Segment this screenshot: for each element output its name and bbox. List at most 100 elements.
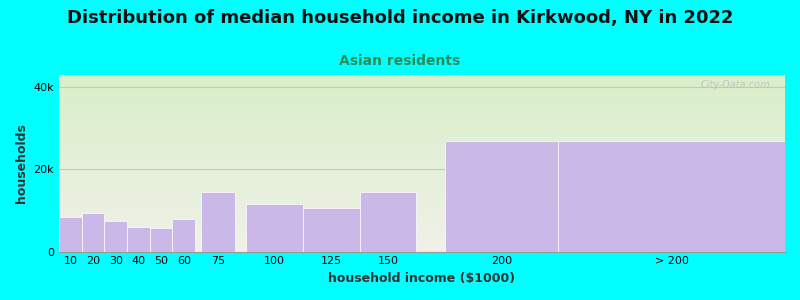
Bar	[59, 207, 785, 209]
Bar	[59, 248, 785, 250]
Bar	[59, 114, 785, 116]
Bar	[127, 227, 150, 252]
Bar	[59, 101, 785, 103]
Bar	[59, 211, 785, 213]
Bar	[59, 82, 785, 84]
Bar	[59, 181, 785, 183]
Y-axis label: households: households	[15, 123, 28, 203]
Bar	[59, 186, 785, 188]
Bar	[59, 172, 785, 174]
Bar	[59, 158, 785, 160]
Bar	[59, 170, 785, 172]
Text: City-Data.com: City-Data.com	[701, 80, 770, 90]
Bar	[59, 176, 785, 177]
Bar	[59, 213, 785, 214]
Bar	[59, 234, 785, 236]
Bar	[173, 219, 195, 252]
Bar	[59, 135, 785, 137]
Bar	[59, 110, 785, 112]
Bar	[59, 191, 785, 193]
Bar	[59, 188, 785, 190]
Bar	[59, 161, 785, 163]
Bar	[59, 80, 785, 82]
Bar	[59, 93, 785, 94]
Bar	[59, 206, 785, 207]
Bar	[59, 204, 785, 206]
Bar	[59, 139, 785, 140]
Bar	[105, 221, 127, 252]
Bar	[201, 192, 235, 252]
Bar	[59, 223, 785, 225]
Bar	[59, 75, 785, 77]
Bar	[59, 229, 785, 230]
Bar	[59, 163, 785, 165]
Bar	[59, 79, 785, 80]
Bar	[59, 112, 785, 114]
Bar	[59, 156, 785, 158]
Bar	[59, 216, 785, 218]
Bar	[59, 147, 785, 149]
Text: Asian residents: Asian residents	[339, 54, 461, 68]
Bar	[59, 146, 785, 147]
Bar	[59, 214, 785, 216]
Bar	[59, 91, 785, 93]
Bar	[59, 193, 785, 195]
Bar	[150, 228, 173, 252]
Bar	[59, 160, 785, 161]
Bar	[59, 103, 785, 105]
Bar	[59, 105, 785, 107]
Bar	[360, 192, 416, 252]
Bar	[59, 199, 785, 200]
Bar	[59, 241, 785, 243]
Bar	[59, 100, 785, 101]
Bar	[59, 131, 785, 133]
Bar	[59, 218, 785, 220]
Bar	[59, 130, 785, 131]
Bar	[59, 98, 785, 100]
Bar	[59, 87, 785, 89]
Bar	[59, 142, 785, 144]
Bar	[59, 200, 785, 202]
Bar	[59, 184, 785, 186]
Bar	[59, 137, 785, 139]
Bar	[59, 230, 785, 232]
Bar	[59, 94, 785, 96]
Bar	[82, 213, 105, 252]
Bar	[59, 246, 785, 248]
Bar	[59, 109, 785, 110]
Text: Distribution of median household income in Kirkwood, NY in 2022: Distribution of median household income …	[66, 9, 734, 27]
Bar	[59, 174, 785, 176]
Bar	[59, 169, 785, 170]
Bar	[558, 141, 785, 252]
Bar	[59, 116, 785, 117]
Bar	[59, 85, 785, 87]
Bar	[59, 222, 785, 223]
Bar	[59, 165, 785, 167]
Bar	[59, 128, 785, 130]
Bar	[59, 239, 785, 241]
Bar	[59, 123, 785, 124]
Bar	[59, 96, 785, 98]
Bar	[59, 151, 785, 153]
Bar	[59, 225, 785, 227]
Bar	[59, 195, 785, 197]
X-axis label: household income ($1000): household income ($1000)	[329, 272, 515, 285]
Bar	[59, 227, 785, 229]
Bar	[303, 208, 360, 252]
Bar	[59, 244, 785, 246]
Bar	[59, 250, 785, 252]
Bar	[59, 117, 785, 119]
Bar	[59, 183, 785, 184]
Bar	[246, 204, 303, 252]
Bar	[59, 220, 785, 222]
Bar	[59, 119, 785, 121]
Bar	[59, 217, 82, 252]
Bar	[59, 140, 785, 142]
Bar	[59, 202, 785, 204]
Bar	[59, 243, 785, 244]
Bar	[59, 124, 785, 126]
Bar	[59, 77, 785, 79]
Bar	[59, 177, 785, 179]
Bar	[59, 167, 785, 169]
Bar	[59, 209, 785, 211]
